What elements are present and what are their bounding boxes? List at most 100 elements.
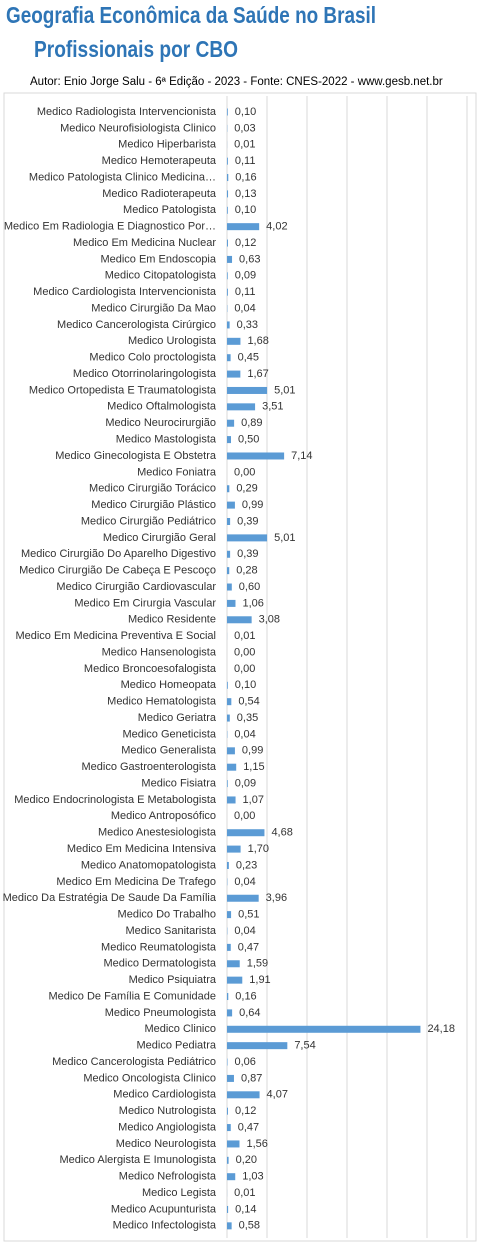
y-tick-label: Medico Dermatologista xyxy=(104,958,217,970)
value-label: 7,54 xyxy=(294,1040,315,1052)
value-label: 1,06 xyxy=(242,597,263,609)
value-label: 7,14 xyxy=(291,450,312,462)
bar xyxy=(227,567,230,575)
value-label: 3,96 xyxy=(266,892,287,904)
y-tick-label: Medico Cirurgião Torácico xyxy=(89,483,216,495)
y-tick-label: Medico Colo proctologista xyxy=(89,352,216,364)
bar xyxy=(227,223,260,231)
value-label: 0,64 xyxy=(239,1007,260,1019)
value-label: 0,10 xyxy=(235,106,256,118)
bar xyxy=(227,1156,229,1164)
value-label: 0,00 xyxy=(234,466,255,478)
value-label: 0,04 xyxy=(234,876,255,888)
value-label: 4,68 xyxy=(271,827,292,839)
bar xyxy=(227,1124,231,1132)
bar xyxy=(227,1074,234,1082)
value-label: 0,09 xyxy=(235,777,256,789)
bar xyxy=(227,501,235,509)
value-label: 1,70 xyxy=(248,843,269,855)
bar xyxy=(227,1042,288,1050)
y-tick-label: Medico Cancerologista Cirúrgico xyxy=(57,319,216,331)
value-label: 1,56 xyxy=(246,1138,267,1150)
y-tick-label: Medico Radioterapeuta xyxy=(102,188,217,200)
value-label: 0,10 xyxy=(235,204,256,216)
bar xyxy=(227,1140,240,1148)
bar xyxy=(227,1205,229,1213)
y-tick-label: Medico Cirurgião Plástico xyxy=(91,499,216,511)
value-label: 0,47 xyxy=(238,1121,259,1133)
bar xyxy=(227,583,232,591)
bar xyxy=(227,354,231,362)
bar xyxy=(227,993,229,1001)
y-tick-label: Medico Angiologista xyxy=(118,1121,217,1133)
value-label: 1,91 xyxy=(249,974,270,986)
y-tick-label: Medico Mastologista xyxy=(116,434,217,446)
value-label: 1,07 xyxy=(243,794,264,806)
y-tick-label: Medico Cardiologista xyxy=(113,1089,217,1101)
bar xyxy=(227,976,243,984)
bar xyxy=(227,386,268,394)
y-tick-label: Medico Oftalmologista xyxy=(107,401,217,413)
bar xyxy=(227,681,228,689)
y-tick-label: Medico Neurologista xyxy=(116,1138,217,1150)
bar xyxy=(227,272,228,280)
bar xyxy=(227,616,252,624)
value-label: 0,12 xyxy=(235,237,256,249)
y-tick-label: Medico Neurocirurgião xyxy=(105,417,216,429)
y-tick-label: Medico Cirurgião Da Mao xyxy=(91,302,216,314)
y-tick-label: Medico Citopatologista xyxy=(105,270,217,282)
chart-title: Geografia Econômica da Saúde no Brasil xyxy=(6,2,376,28)
bar xyxy=(227,239,228,247)
value-label: 0,04 xyxy=(234,302,255,314)
y-tick-label: Medico Fisiatra xyxy=(141,777,216,789)
value-label: 0,16 xyxy=(235,171,256,183)
value-label: 0,39 xyxy=(237,548,258,560)
bar xyxy=(227,1107,228,1115)
value-label: 0,10 xyxy=(235,679,256,691)
value-label: 5,01 xyxy=(274,384,295,396)
value-label: 0,16 xyxy=(235,990,256,1002)
y-tick-label: Medico Hematologista xyxy=(107,696,217,708)
y-tick-label: Medico Urologista xyxy=(128,335,217,347)
y-tick-label: Medico Legista xyxy=(142,1187,217,1199)
bar xyxy=(227,829,265,837)
value-label: 4,02 xyxy=(266,221,287,233)
y-tick-label: Medico Residente xyxy=(128,614,216,626)
y-tick-label: Medico Em Cirurgia Vascular xyxy=(74,597,216,609)
bar xyxy=(227,911,232,919)
bar xyxy=(227,206,228,214)
y-tick-label: Medico Foniatra xyxy=(137,466,217,478)
y-tick-label: Medico Em Medicina Intensiva xyxy=(67,843,217,855)
y-tick-label: Medico Cirurgião Cardiovascular xyxy=(56,581,216,593)
value-label: 0,89 xyxy=(241,417,262,429)
value-label: 0,14 xyxy=(235,1203,256,1215)
bar xyxy=(227,796,236,804)
y-tick-label: Medico Otorrinolaringologista xyxy=(73,368,217,380)
bar xyxy=(227,747,235,755)
value-label: 0,28 xyxy=(236,565,257,577)
value-label: 1,68 xyxy=(247,335,268,347)
bar xyxy=(227,452,285,460)
value-label: 0,04 xyxy=(234,925,255,937)
value-label: 0,06 xyxy=(234,1056,255,1068)
bar xyxy=(227,157,228,165)
value-label: 0,99 xyxy=(242,745,263,757)
y-tick-label: Medico Pneumologista xyxy=(105,1007,217,1019)
y-tick-label: Medico Cirurgião Pediátrico xyxy=(81,515,216,527)
y-tick-label: Medico Gastroenterologista xyxy=(81,761,216,773)
y-tick-label: Medico Em Radiologia E Diagnostico Por… xyxy=(4,221,216,233)
value-label: 0,01 xyxy=(234,1187,255,1199)
bar xyxy=(227,698,232,706)
y-tick-label: Medico Cancerologista Pediátrico xyxy=(52,1056,216,1068)
y-tick-label: Medico Da Estratégia De Saude Da Família xyxy=(3,892,217,904)
value-label: 0,63 xyxy=(239,253,260,265)
bar xyxy=(227,255,233,263)
value-label: 0,11 xyxy=(235,286,256,298)
value-label: 1,59 xyxy=(247,958,268,970)
y-tick-label: Medico Alergista E Imunologista xyxy=(59,1154,216,1166)
y-tick-label: Medico Geriatra xyxy=(138,712,217,724)
value-label: 0,29 xyxy=(236,483,257,495)
y-tick-label: Medico Nutrologista xyxy=(119,1105,217,1117)
value-label: 0,39 xyxy=(237,515,258,527)
value-label: 0,60 xyxy=(239,581,260,593)
